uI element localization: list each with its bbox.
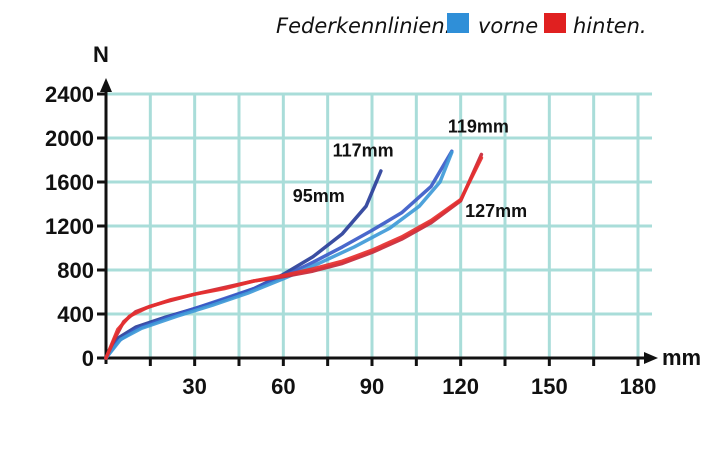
x-axis-unit: mm xyxy=(662,345,701,370)
y-tick-label-400: 400 xyxy=(57,302,94,327)
x-tick-label-150: 150 xyxy=(531,374,568,399)
x-tick-label-120: 120 xyxy=(442,374,479,399)
y-tick-label-1200: 1200 xyxy=(45,214,94,239)
y-tick-label-1600: 1600 xyxy=(45,170,94,195)
legend-swatch-hinten xyxy=(544,13,566,33)
annotation-1: 95mm xyxy=(293,186,345,206)
legend-label-vorne: vorne xyxy=(478,14,538,38)
y-tick-label-2400: 2400 xyxy=(45,82,94,107)
x-tick-label-30: 30 xyxy=(182,374,206,399)
legend-label-hinten: hinten. xyxy=(573,14,647,38)
y-axis-arrow xyxy=(100,78,112,92)
x-axis-arrow xyxy=(644,352,658,364)
y-tick-label-2000: 2000 xyxy=(45,126,94,151)
grid xyxy=(106,92,652,358)
annotation-2: 117mm xyxy=(333,141,394,161)
legend: Federkennlinien: vorne hinten. xyxy=(276,13,647,38)
legend-title: Federkennlinien: xyxy=(276,14,452,38)
legend-swatch-vorne xyxy=(447,13,469,33)
annotation-3: 119mm xyxy=(448,117,509,137)
annotation-4: 127mm xyxy=(465,201,527,221)
y-tick-label-800: 800 xyxy=(57,258,94,283)
annotations: 95mm 117mm 119mm 127mm xyxy=(293,117,527,222)
axes xyxy=(97,78,658,366)
series-group xyxy=(104,149,484,360)
series-line-vorne-3 xyxy=(104,150,454,360)
y-axis-unit: N xyxy=(93,42,109,67)
x-tick-label-90: 90 xyxy=(360,374,384,399)
y-tick-label-0: 0 xyxy=(82,346,94,371)
series-line-hinten-5 xyxy=(104,156,484,360)
x-tick-label-180: 180 xyxy=(620,374,657,399)
x-tick-label-60: 60 xyxy=(271,374,295,399)
tick-labels: 0 400 800 1200 1600 2000 2400 30 60 90 120 150 180 xyxy=(45,82,656,399)
